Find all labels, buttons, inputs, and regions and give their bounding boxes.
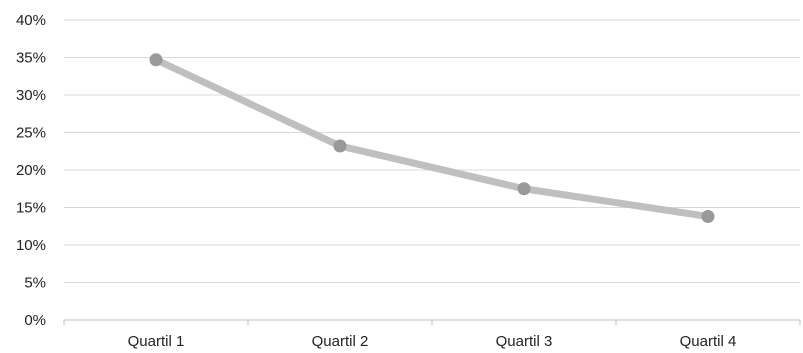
x-tick-label: Quartil 1 — [128, 333, 185, 350]
data-point — [701, 210, 715, 223]
data-point — [149, 53, 163, 67]
y-tick-label: 20% — [16, 162, 46, 179]
x-axis-ticks — [63, 320, 801, 325]
series-group — [149, 53, 715, 223]
y-tick-label: 40% — [16, 12, 46, 29]
y-tick-label: 35% — [16, 50, 46, 67]
data-point — [517, 182, 531, 196]
data-point — [333, 139, 347, 153]
y-axis-tick-labels: 0% 5% 10% 15% 20% 25% 30% 35% 40% — [16, 12, 46, 329]
y-tick-label: 30% — [16, 87, 46, 104]
x-tick-label: Quartil 4 — [680, 333, 737, 350]
y-tick-label: 25% — [16, 125, 46, 142]
y-tick-label: 5% — [24, 275, 46, 292]
series-line — [152, 56, 712, 220]
y-tick-label: 15% — [16, 200, 46, 217]
y-tick-label: 0% — [24, 312, 46, 329]
x-axis-tick-labels: Quartil 1 Quartil 2 Quartil 3 Quartil 4 — [128, 333, 737, 350]
y-tick-label: 10% — [16, 237, 46, 254]
x-tick-label: Quartil 2 — [312, 333, 369, 350]
x-tick-label: Quartil 3 — [496, 333, 553, 350]
y-gridlines — [64, 19, 800, 283]
